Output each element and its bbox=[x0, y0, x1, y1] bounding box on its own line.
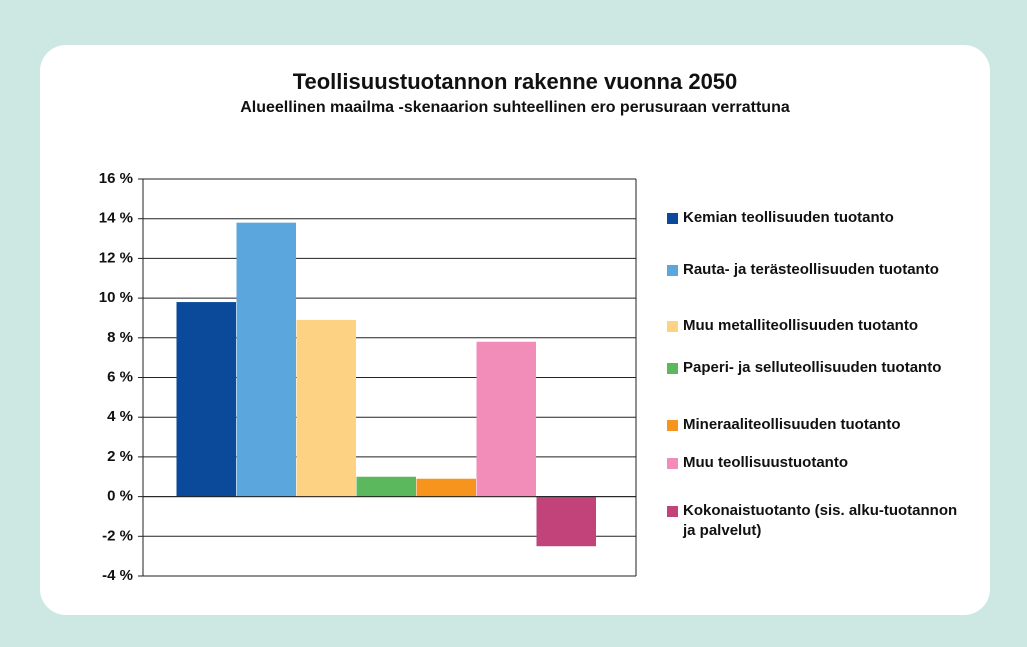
legend-swatch bbox=[667, 420, 678, 431]
legend-swatch bbox=[667, 265, 678, 276]
legend-label: Mineraaliteollisuuden tuotanto bbox=[683, 416, 901, 433]
legend-item: Mineraaliteollisuuden tuotanto bbox=[667, 415, 957, 435]
legend-label: Muu metalliteollisuuden tuotanto bbox=[683, 317, 918, 334]
y-tick-label: 10 % bbox=[99, 289, 133, 306]
bar bbox=[476, 341, 536, 497]
legend-label: Rauta- ja terästeollisuuden tuotanto bbox=[683, 261, 939, 278]
chart-subtitle: Alueellinen maailma -skenaarion suhteell… bbox=[240, 99, 790, 116]
y-tick-label: 0 % bbox=[107, 488, 133, 505]
y-tick-label: 12 % bbox=[99, 249, 133, 266]
legend-item: Rauta- ja terästeollisuuden tuotanto bbox=[667, 260, 957, 280]
y-tick-label: -2 % bbox=[102, 527, 133, 544]
legend-item: Muu metalliteollisuuden tuotanto bbox=[667, 316, 957, 336]
y-tick-label: 14 % bbox=[99, 210, 133, 227]
legend-swatch bbox=[667, 506, 678, 517]
bar bbox=[416, 478, 476, 497]
y-tick-label: -4 % bbox=[102, 567, 133, 584]
y-tick-label: 6 % bbox=[107, 368, 133, 385]
bar bbox=[536, 496, 596, 547]
legend-item: Kokonaistuotanto (sis. alku-tuotannon ja… bbox=[667, 501, 957, 541]
bar bbox=[356, 476, 416, 497]
legend-item: Kemian teollisuuden tuotanto bbox=[667, 208, 957, 228]
legend-swatch bbox=[667, 213, 678, 224]
bar bbox=[236, 222, 296, 497]
legend-item: Paperi- ja selluteollisuuden tuotanto bbox=[667, 358, 957, 378]
bar bbox=[296, 319, 356, 497]
chart-title: Teollisuustuotannon rakenne vuonna 2050 bbox=[293, 69, 738, 94]
y-tick-label: 4 % bbox=[107, 408, 133, 425]
legend-swatch bbox=[667, 458, 678, 469]
y-tick-label: 16 % bbox=[99, 170, 133, 187]
bar bbox=[176, 302, 236, 497]
y-tick-label: 2 % bbox=[107, 448, 133, 465]
legend-swatch bbox=[667, 321, 678, 332]
legend-label: Muu teollisuustuotanto bbox=[683, 454, 848, 471]
y-tick-label: 8 % bbox=[107, 329, 133, 346]
legend-swatch bbox=[667, 363, 678, 374]
legend-label: Kokonaistuotanto (sis. alku-tuotannon ja… bbox=[683, 502, 958, 539]
legend-item: Muu teollisuustuotanto bbox=[667, 453, 957, 473]
legend-label: Kemian teollisuuden tuotanto bbox=[683, 209, 894, 226]
legend-label: Paperi- ja selluteollisuuden tuotanto bbox=[683, 359, 942, 376]
